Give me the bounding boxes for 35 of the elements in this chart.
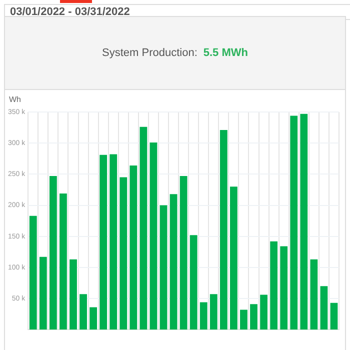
bar xyxy=(260,294,268,330)
bar xyxy=(150,142,158,330)
y-axis-title: Wh xyxy=(9,95,21,104)
bar xyxy=(190,235,198,330)
bar xyxy=(300,114,308,330)
chart-title: 03/01/2022 - 03/31/2022 xyxy=(4,4,350,20)
bar xyxy=(100,154,108,330)
bar xyxy=(140,126,148,330)
bar xyxy=(49,176,57,330)
bar xyxy=(70,259,77,330)
bar xyxy=(210,294,218,330)
bar xyxy=(39,256,47,330)
bar xyxy=(320,286,328,330)
text: System Production: xyxy=(102,47,198,59)
bar xyxy=(120,177,128,330)
bar xyxy=(230,186,238,330)
bar xyxy=(280,246,288,330)
bar xyxy=(80,294,87,330)
bar xyxy=(90,307,98,330)
bar xyxy=(200,302,208,330)
bar xyxy=(220,130,228,330)
bar xyxy=(250,304,258,330)
text: 5.5 MWh xyxy=(203,47,248,59)
bar xyxy=(330,302,338,330)
bar xyxy=(290,116,298,330)
bar xyxy=(180,176,188,330)
bar xyxy=(29,216,37,330)
bar xyxy=(270,241,278,330)
bar xyxy=(170,194,178,330)
bar xyxy=(160,205,168,330)
bar xyxy=(310,259,318,330)
bar xyxy=(110,154,118,330)
bar xyxy=(240,310,248,330)
bar xyxy=(130,165,138,330)
bar xyxy=(60,193,67,330)
